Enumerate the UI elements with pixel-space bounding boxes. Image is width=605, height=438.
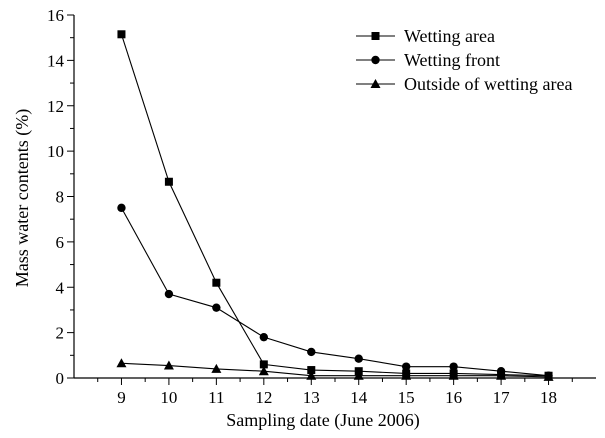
data-point <box>259 332 269 342</box>
legend-marker <box>371 55 380 65</box>
y-tick-label: 8 <box>56 188 65 207</box>
x-tick-label: 12 <box>255 388 272 407</box>
x-tick-label: 9 <box>117 388 126 407</box>
series-triangle <box>116 358 554 381</box>
legend-marker <box>371 32 380 40</box>
data-point <box>163 360 174 370</box>
axes <box>73 15 596 379</box>
legend-label: Wetting area <box>404 26 495 46</box>
data-point <box>212 303 221 312</box>
tick-marks <box>67 14 573 385</box>
x-tick-label: 16 <box>445 388 462 407</box>
data-point <box>259 360 268 369</box>
legend-marker <box>370 79 381 88</box>
x-tick-label: 18 <box>540 388 557 407</box>
y-tick-label: 10 <box>47 142 64 161</box>
data-point <box>258 366 269 376</box>
y-axis-label: Mass water contents (%) <box>12 109 33 287</box>
series-line <box>121 362 549 378</box>
data-point <box>212 278 221 287</box>
x-tick-label: 10 <box>160 388 177 407</box>
y-tick-label: 14 <box>47 51 65 70</box>
y-tick-label: 16 <box>47 6 64 25</box>
legend: Wetting area Wetting front Outside of wett… <box>356 26 572 94</box>
y-tick-label: 12 <box>47 97 64 116</box>
data-point <box>353 370 364 380</box>
data-point <box>164 177 173 186</box>
x-tick-label: 15 <box>398 388 415 407</box>
legend-entry: Wetting area <box>356 26 495 46</box>
legend-entry: Outside of wetting area <box>356 74 572 94</box>
y-tick-label: 0 <box>56 369 65 388</box>
data-point <box>164 289 174 299</box>
y-tick-label: 2 <box>56 324 65 343</box>
data-point <box>116 358 127 368</box>
legend-label: Outside of wetting area <box>404 74 572 94</box>
data-point <box>543 371 554 381</box>
data-point <box>117 30 126 39</box>
data-point <box>307 366 316 375</box>
x-tick-label: 14 <box>350 388 368 407</box>
series-circle <box>117 203 553 380</box>
data-point <box>306 370 317 380</box>
data-point <box>211 363 222 373</box>
data-point <box>449 362 458 371</box>
data-point <box>401 370 412 380</box>
y-tick-label: 4 <box>56 278 65 297</box>
data-point <box>117 203 126 213</box>
x-tick-label: 17 <box>493 388 511 407</box>
data-point <box>496 370 507 380</box>
tick-labels: 0 2 4 6 8 10 12 14 16 9 10 11 12 13 14 15 16 17 18 <box>47 6 557 407</box>
series-line <box>120 34 549 377</box>
legend-label: Wetting front <box>404 50 500 70</box>
data-point <box>354 354 363 363</box>
x-tick-label: 13 <box>303 388 320 407</box>
x-tick-label: 11 <box>208 388 224 407</box>
x-axis-label: Sampling date (June 2006) <box>226 410 419 431</box>
series-layer <box>116 30 554 381</box>
legend-entry: Wetting front <box>356 50 500 70</box>
data-point <box>307 347 316 357</box>
series-line <box>120 207 549 377</box>
data-point <box>401 362 411 371</box>
y-tick-label: 6 <box>56 233 65 252</box>
data-point <box>448 370 459 380</box>
